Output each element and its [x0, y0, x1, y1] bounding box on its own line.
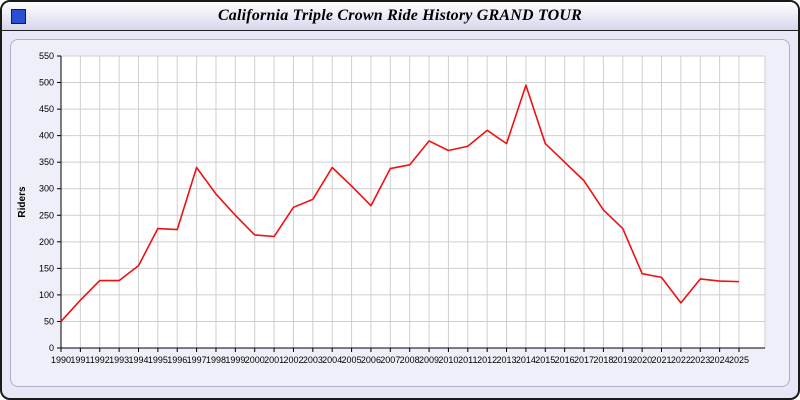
svg-text:2007: 2007	[380, 355, 400, 365]
svg-text:1995: 1995	[148, 355, 168, 365]
svg-text:50: 50	[44, 316, 54, 326]
svg-text:100: 100	[39, 290, 54, 300]
svg-text:500: 500	[39, 78, 54, 88]
svg-text:2002: 2002	[283, 355, 303, 365]
svg-text:2024: 2024	[710, 355, 730, 365]
svg-text:2025: 2025	[729, 355, 749, 365]
svg-text:150: 150	[39, 263, 54, 273]
svg-text:2023: 2023	[690, 355, 710, 365]
svg-text:1998: 1998	[206, 355, 226, 365]
svg-text:2001: 2001	[264, 355, 284, 365]
svg-text:200: 200	[39, 237, 54, 247]
svg-text:2019: 2019	[613, 355, 633, 365]
svg-text:2014: 2014	[516, 355, 536, 365]
svg-text:1994: 1994	[128, 355, 148, 365]
svg-text:2005: 2005	[342, 355, 362, 365]
svg-text:2000: 2000	[245, 355, 265, 365]
svg-text:2008: 2008	[400, 355, 420, 365]
svg-text:Riders: Riders	[17, 186, 28, 218]
svg-text:1992: 1992	[90, 355, 110, 365]
svg-text:300: 300	[39, 184, 54, 194]
svg-text:2011: 2011	[458, 355, 477, 365]
svg-text:2010: 2010	[438, 355, 458, 365]
blue-square-icon	[11, 9, 26, 24]
svg-text:2016: 2016	[555, 355, 575, 365]
title-bar: California Triple Crown Ride History GRA…	[2, 2, 798, 31]
svg-text:2013: 2013	[497, 355, 517, 365]
svg-text:1991: 1991	[70, 355, 90, 365]
window-title: California Triple Crown Ride History GRA…	[217, 7, 583, 24]
svg-text:1993: 1993	[109, 355, 129, 365]
svg-text:2004: 2004	[322, 355, 342, 365]
svg-text:2021: 2021	[651, 355, 671, 365]
svg-text:1997: 1997	[187, 355, 207, 365]
svg-text:2022: 2022	[671, 355, 691, 365]
svg-text:350: 350	[39, 157, 54, 167]
svg-text:2017: 2017	[574, 355, 594, 365]
svg-text:2018: 2018	[593, 355, 613, 365]
svg-text:2006: 2006	[361, 355, 381, 365]
svg-text:1999: 1999	[225, 355, 245, 365]
svg-text:2003: 2003	[303, 355, 323, 365]
svg-text:550: 550	[39, 51, 54, 61]
svg-text:0: 0	[49, 343, 54, 353]
svg-text:1996: 1996	[167, 355, 187, 365]
svg-text:1990: 1990	[51, 355, 71, 365]
svg-text:2009: 2009	[419, 355, 439, 365]
svg-text:2020: 2020	[632, 355, 652, 365]
chart-panel: 0 50 100 150 200 250 300 350 400 450 500 550 1990 199…	[10, 39, 790, 387]
svg-text:2015: 2015	[535, 355, 555, 365]
svg-text:400: 400	[39, 131, 54, 141]
svg-text:250: 250	[39, 210, 54, 220]
svg-text:450: 450	[39, 104, 54, 114]
svg-text:2012: 2012	[477, 355, 497, 365]
